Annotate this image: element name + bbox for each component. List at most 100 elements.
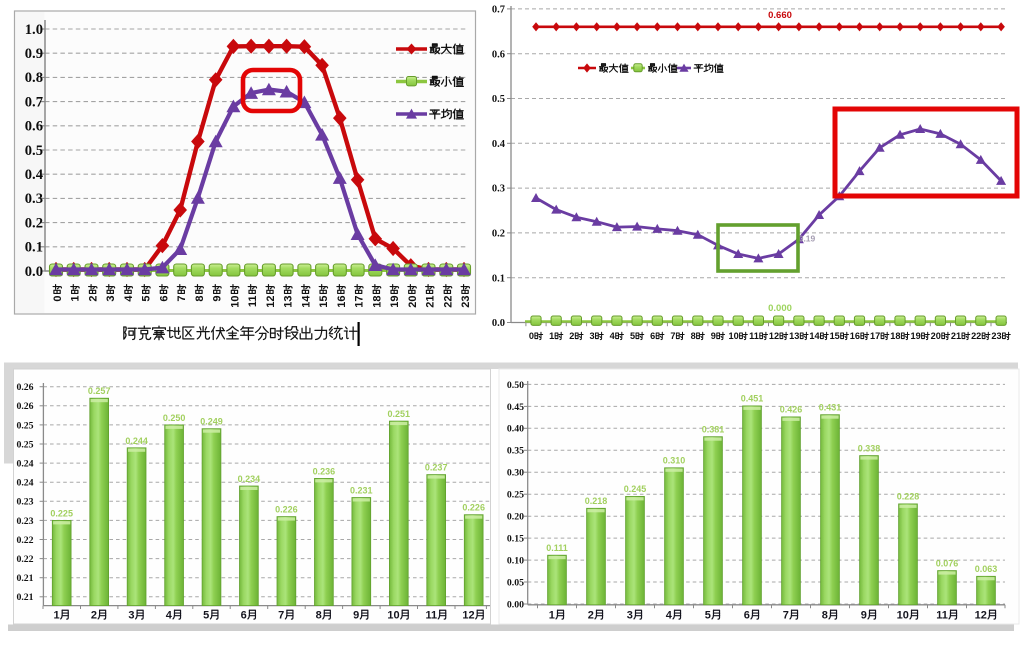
svg-text:0.250: 0.250	[163, 413, 186, 423]
svg-text:3: 3	[105, 296, 117, 302]
svg-text:15: 15	[830, 331, 840, 341]
svg-text:19: 19	[910, 331, 920, 341]
svg-text:0.35: 0.35	[507, 446, 524, 457]
svg-text:23: 23	[991, 331, 1001, 341]
svg-text:4: 4	[166, 610, 173, 622]
svg-text:0.22: 0.22	[16, 554, 33, 565]
svg-text:0.063: 0.063	[975, 564, 998, 574]
svg-text:13: 13	[789, 331, 799, 341]
svg-text:0.21: 0.21	[16, 573, 33, 584]
svg-text:0.21: 0.21	[16, 592, 33, 603]
svg-text:12: 12	[462, 610, 474, 622]
svg-text:0.23: 0.23	[16, 516, 33, 527]
svg-text:16: 16	[850, 331, 860, 341]
svg-text:8: 8	[316, 610, 322, 622]
svg-text:0.1: 0.1	[25, 240, 43, 256]
svg-text:1: 1	[549, 331, 554, 341]
svg-text:4: 4	[123, 295, 135, 302]
svg-text:0.20: 0.20	[507, 512, 524, 523]
svg-text:0.25: 0.25	[507, 490, 524, 501]
svg-text:17: 17	[870, 331, 880, 341]
svg-text:6: 6	[241, 610, 247, 622]
svg-text:0.000: 0.000	[768, 303, 792, 314]
svg-text:10: 10	[387, 610, 399, 622]
svg-text:12: 12	[265, 296, 277, 308]
svg-text:11: 11	[749, 331, 759, 341]
svg-text:0.24: 0.24	[16, 459, 33, 470]
svg-text:15: 15	[318, 296, 330, 308]
svg-text:0.45: 0.45	[507, 402, 524, 413]
svg-text:0.228: 0.228	[897, 492, 920, 502]
svg-text:0.234: 0.234	[238, 474, 261, 484]
svg-text:11: 11	[936, 610, 948, 622]
svg-text:11: 11	[425, 610, 437, 622]
svg-text:0: 0	[529, 331, 534, 341]
svg-text:0.237: 0.237	[425, 463, 448, 473]
svg-text:0.251: 0.251	[388, 409, 411, 419]
svg-text:0.244: 0.244	[125, 436, 148, 446]
svg-text:0.660: 0.660	[768, 10, 792, 21]
svg-text:0.249: 0.249	[200, 417, 223, 427]
svg-text:0.22: 0.22	[16, 535, 33, 546]
svg-text:4: 4	[610, 331, 616, 341]
svg-text:17: 17	[354, 296, 366, 308]
svg-text:0.3: 0.3	[492, 184, 505, 195]
svg-text:10: 10	[897, 610, 909, 622]
svg-text:3: 3	[627, 610, 633, 622]
svg-text:2: 2	[588, 610, 594, 622]
svg-text:0.231: 0.231	[350, 486, 373, 496]
svg-text:0.26: 0.26	[16, 382, 33, 393]
svg-text:10: 10	[229, 296, 241, 308]
svg-text:0.451: 0.451	[741, 394, 764, 404]
svg-text:9: 9	[861, 610, 867, 622]
svg-text:9: 9	[353, 610, 359, 622]
svg-text:0.0: 0.0	[492, 318, 505, 329]
svg-text:0.6: 0.6	[492, 49, 505, 60]
svg-text:12: 12	[769, 331, 779, 341]
svg-text:4: 4	[666, 610, 673, 622]
svg-text:7: 7	[670, 331, 675, 341]
svg-text:0.8: 0.8	[25, 70, 43, 86]
svg-text:0.245: 0.245	[624, 484, 647, 494]
svg-text:8: 8	[194, 296, 206, 302]
svg-text:12: 12	[975, 610, 987, 622]
svg-text:6: 6	[158, 296, 170, 302]
svg-text:14: 14	[809, 331, 820, 341]
svg-text:0.9: 0.9	[25, 46, 43, 62]
svg-text:5: 5	[630, 331, 635, 341]
svg-text:0.236: 0.236	[313, 466, 336, 476]
svg-text:5: 5	[705, 610, 711, 622]
svg-text:0.7: 0.7	[25, 94, 43, 110]
svg-text:2: 2	[88, 296, 100, 302]
svg-text:22: 22	[442, 296, 454, 308]
svg-text:0.19: 0.19	[799, 234, 816, 244]
svg-text:0.431: 0.431	[819, 403, 842, 413]
svg-text:0.24: 0.24	[16, 478, 33, 489]
svg-text:0.50: 0.50	[507, 380, 524, 391]
svg-text:0.40: 0.40	[507, 424, 524, 435]
svg-text:14: 14	[300, 295, 312, 308]
svg-text:7: 7	[176, 296, 188, 302]
svg-text:0.6: 0.6	[25, 119, 43, 135]
svg-text:20: 20	[407, 296, 419, 308]
svg-text:8: 8	[822, 610, 828, 622]
svg-text:0.225: 0.225	[50, 508, 73, 518]
svg-text:0.4: 0.4	[492, 139, 506, 150]
svg-text:2: 2	[91, 610, 97, 622]
svg-text:0.226: 0.226	[462, 503, 485, 513]
svg-text:0.111: 0.111	[546, 543, 568, 553]
svg-text:21: 21	[425, 296, 437, 308]
svg-text:1: 1	[70, 296, 82, 302]
svg-text:0.25: 0.25	[16, 439, 33, 450]
svg-text:0.2: 0.2	[25, 215, 43, 231]
svg-text:16: 16	[336, 296, 348, 308]
svg-text:0.257: 0.257	[88, 386, 111, 396]
svg-text:0.30: 0.30	[507, 468, 524, 479]
svg-text:18: 18	[890, 331, 900, 341]
svg-text:21: 21	[951, 331, 961, 341]
svg-text:0.3: 0.3	[25, 191, 43, 207]
svg-text:0.15: 0.15	[507, 534, 524, 545]
svg-text:0.0: 0.0	[25, 264, 43, 280]
svg-text:18: 18	[371, 296, 383, 308]
svg-text:0.05: 0.05	[507, 577, 524, 588]
